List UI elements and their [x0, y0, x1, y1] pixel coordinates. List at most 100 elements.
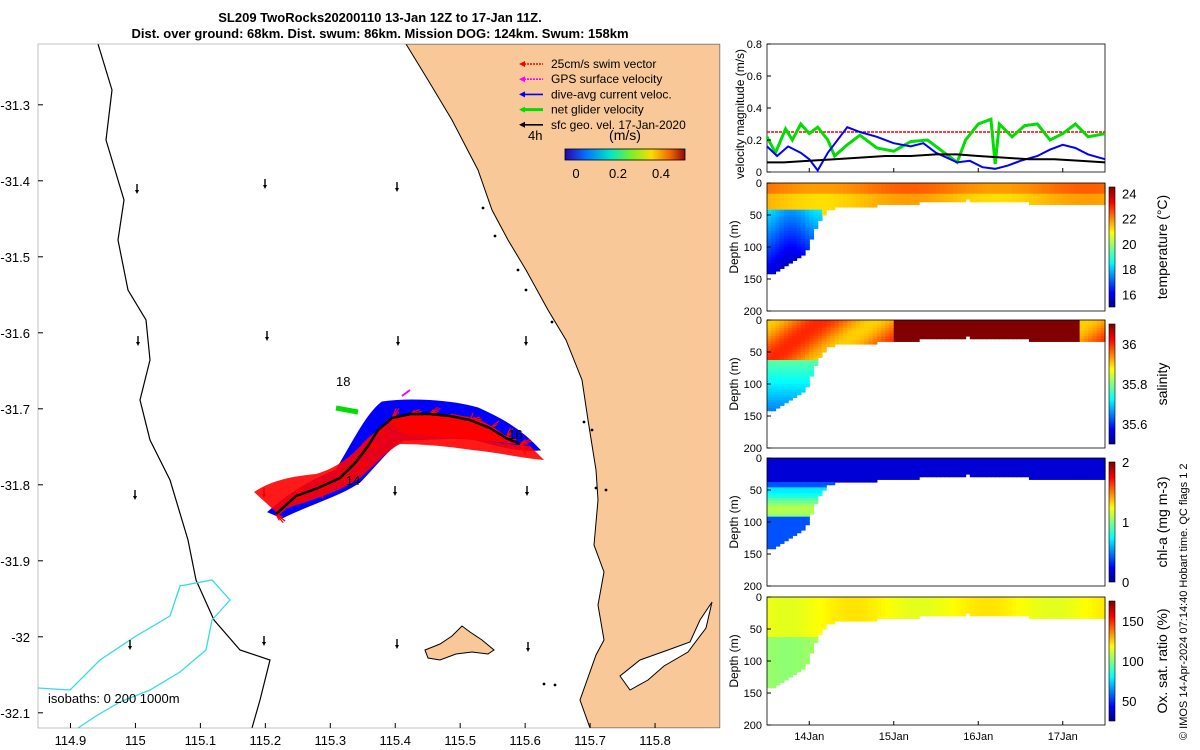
section-cell	[788, 500, 793, 504]
section-cell	[792, 333, 798, 337]
section-cell	[805, 522, 810, 526]
section-cell	[961, 602, 967, 606]
section-cell	[1033, 607, 1038, 611]
section-cell	[1079, 201, 1085, 205]
section-cell	[864, 320, 869, 324]
section-cell	[775, 209, 781, 213]
section-cell	[881, 602, 886, 606]
section-cell	[897, 602, 903, 606]
section-cell	[771, 357, 777, 361]
section-cell	[851, 605, 857, 609]
section-cell	[974, 330, 979, 334]
section-cell	[771, 647, 777, 651]
colorbar-label: salinity	[1154, 363, 1170, 406]
section-cell	[779, 376, 785, 380]
section-cell	[969, 597, 975, 601]
section-cell	[771, 381, 777, 385]
section-cell	[999, 463, 1005, 467]
section-cell	[771, 468, 777, 472]
section-cell	[927, 188, 933, 192]
section-cell	[767, 384, 772, 388]
section-cell	[767, 209, 772, 213]
colorbar-tick-label: 0.2	[609, 166, 627, 181]
section-cell	[767, 602, 772, 606]
section-cell	[800, 241, 806, 245]
section-cell	[859, 328, 865, 332]
section-cell	[1024, 460, 1030, 464]
section-cell	[809, 474, 815, 478]
section-cell	[1007, 320, 1013, 324]
section-cell	[775, 500, 781, 504]
section-cell	[1016, 325, 1022, 329]
section-cell	[771, 479, 777, 483]
section-cell	[805, 519, 810, 523]
section-cell	[809, 647, 815, 651]
section-cell	[961, 185, 967, 189]
section-cell	[914, 476, 920, 480]
section-cell	[800, 607, 806, 611]
section-cell	[889, 338, 895, 342]
section-cell	[1092, 199, 1098, 203]
map-y-tick-label: -32.1	[0, 706, 30, 721]
section-cell	[779, 479, 785, 483]
section-cell	[881, 199, 886, 203]
section-cell	[817, 199, 823, 203]
section-cell	[771, 615, 777, 619]
section-cell	[792, 653, 798, 657]
section-cell	[809, 344, 815, 348]
section-cell	[1092, 193, 1098, 197]
section-cell	[788, 328, 793, 332]
section-cell	[851, 199, 857, 203]
section-cell	[783, 487, 789, 491]
section-cell	[1024, 322, 1030, 326]
section-cell	[859, 193, 865, 197]
section-cell	[800, 233, 806, 237]
section-cell	[813, 479, 819, 483]
section-cell	[767, 365, 772, 369]
section-cell	[936, 188, 941, 192]
section-cell	[995, 322, 1000, 326]
section-cell	[1041, 463, 1047, 467]
section-cell	[796, 607, 802, 611]
section-cell	[1071, 336, 1077, 340]
section-cell	[982, 607, 988, 611]
section-cell	[881, 460, 886, 464]
section-cell	[948, 602, 954, 606]
section-cell	[1020, 471, 1026, 475]
section-cell	[817, 338, 823, 342]
section-cell	[1054, 336, 1060, 340]
section-cell	[796, 244, 802, 248]
section-cell	[783, 626, 789, 630]
section-cell	[813, 623, 819, 627]
section-cell	[990, 613, 996, 617]
section-cell	[974, 188, 979, 192]
section-cell	[805, 618, 810, 622]
section-cell	[1066, 471, 1072, 475]
section-cell	[1041, 188, 1047, 192]
section-cell	[851, 201, 857, 205]
map-y-tick-label: -31.4	[0, 174, 30, 189]
section-cell	[1092, 320, 1098, 324]
section-cell	[783, 506, 789, 510]
section-cell	[1071, 474, 1077, 478]
section-cell	[779, 215, 785, 219]
section-cell	[1083, 193, 1089, 197]
section-cell	[800, 185, 806, 189]
section-cell	[796, 201, 802, 205]
section-cell	[771, 487, 777, 491]
section-cell	[796, 626, 802, 630]
section-cell	[775, 360, 781, 364]
section-cell	[876, 615, 882, 619]
section-cell	[990, 333, 996, 337]
section-cell	[940, 610, 946, 614]
section-cell	[767, 185, 772, 189]
section-cell	[809, 322, 815, 326]
section-cell	[961, 191, 967, 195]
section-cell	[767, 381, 772, 385]
section-cell	[927, 183, 933, 187]
section-cell	[876, 597, 882, 601]
section-cell	[931, 466, 937, 470]
section-cell	[783, 185, 789, 189]
section-cell	[800, 247, 806, 251]
section-cell	[779, 236, 785, 240]
